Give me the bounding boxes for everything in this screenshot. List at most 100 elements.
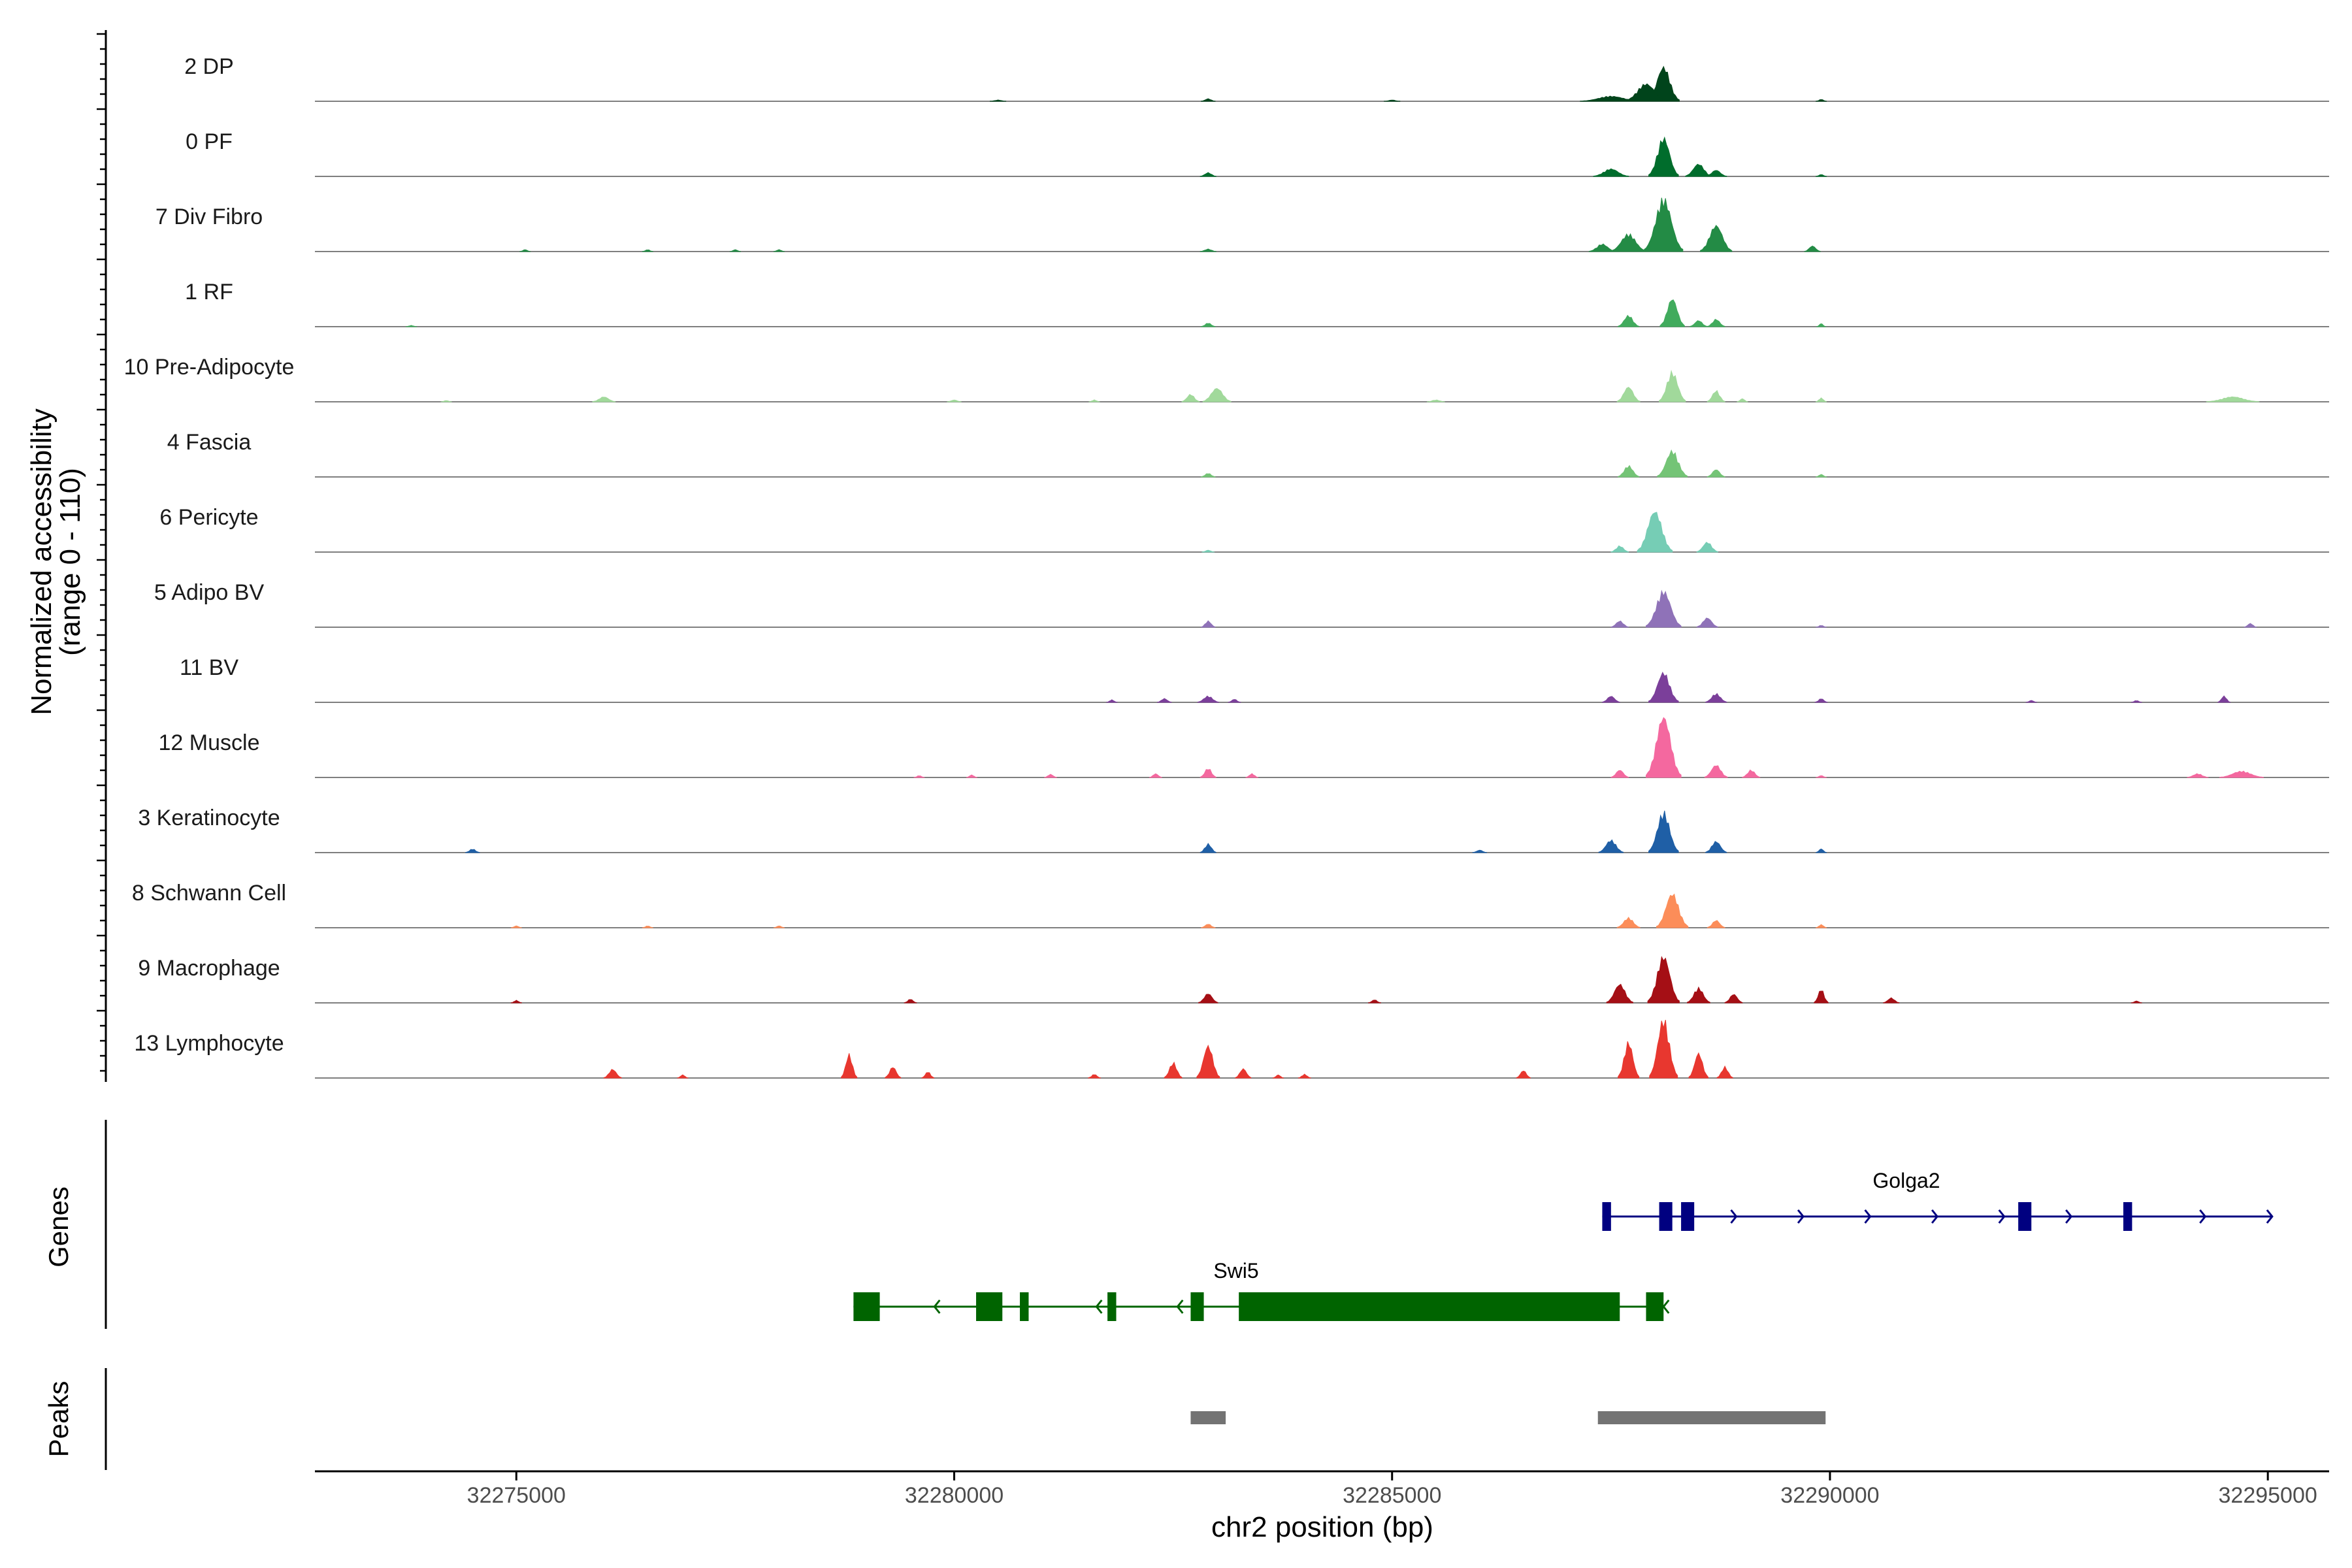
track: 4 Fascia [167, 430, 2329, 478]
coverage-peak [1198, 994, 1218, 1004]
track: 1 RF [185, 280, 2329, 327]
coverage-peak [510, 925, 522, 928]
coverage-peak [1088, 399, 1100, 402]
x-tick-label: 32275000 [467, 1483, 566, 1508]
coverage-peak [1704, 765, 1728, 778]
coverage-peak [1814, 990, 1829, 1004]
gene-exon [1602, 1202, 1611, 1231]
gene-exon [1190, 1292, 1204, 1321]
strand-arrow [1730, 1209, 1738, 1224]
gene-annotations: Golga2 Swi5 [853, 1169, 2274, 1321]
strand-arrow [1662, 1299, 1670, 1314]
track: 3 Keratinocyte [138, 806, 2329, 853]
coverage-peak [1707, 469, 1725, 478]
coverage-peak [1610, 770, 1629, 778]
track-label: 4 Fascia [167, 430, 252, 455]
coverage-peak [1624, 83, 1668, 102]
track: 11 BV [180, 655, 2329, 703]
coverage-tracks: 2 DP 0 PF 7 Div Fibro 1 RF 10 Pre-Adipocyte 4… [124, 54, 2329, 1079]
coverage-y-axis-ticks [97, 33, 106, 1072]
track: 5 Adipo BV [154, 580, 2329, 628]
coverage-peak [1814, 698, 1828, 703]
coverage-peak [2219, 770, 2264, 778]
coverage-peak [1201, 98, 1216, 102]
coverage-peak [1610, 620, 1629, 628]
strand-arrow [1176, 1299, 1184, 1314]
peaks-panel-title: Peaks [43, 1381, 74, 1458]
track-label: 7 Div Fibro [155, 204, 263, 229]
coverage-peak [1598, 839, 1624, 853]
coverage-peak [1705, 693, 1727, 703]
coverage-peak [1687, 986, 1710, 1004]
gene-exon [2123, 1202, 2132, 1231]
coverage-peak [1696, 542, 1718, 553]
peak-region-bar [1190, 1411, 1226, 1424]
coverage-peak [904, 999, 917, 1004]
track: 10 Pre-Adipocyte [124, 355, 2329, 402]
coverage-peak [921, 1072, 935, 1079]
coverage-peak [947, 399, 962, 402]
x-tick-label: 32295000 [2219, 1483, 2317, 1508]
coverage-peak [1149, 773, 1162, 778]
coverage-peak [1644, 197, 1684, 252]
coverage-peak [1201, 473, 1216, 478]
coverage-peak [2131, 700, 2142, 703]
coverage-peak [519, 249, 531, 252]
coverage-peak [1610, 545, 1629, 553]
coverage-peak [1696, 617, 1718, 628]
coverage-peak [440, 400, 452, 402]
coverage-peak [2131, 1000, 2142, 1004]
gene-exon [853, 1292, 880, 1321]
coverage-peak [1202, 387, 1232, 402]
coverage-peak [1816, 174, 1827, 177]
coverage-peak [2244, 623, 2257, 628]
coverage-peak [1197, 695, 1219, 703]
coverage-peak [1659, 299, 1685, 327]
coverage-peak [1106, 699, 1118, 703]
strand-arrow [1797, 1209, 1805, 1224]
peak-region-bar [1597, 1411, 1826, 1424]
track: 0 PF [186, 129, 2329, 177]
coverage-peak [1647, 956, 1680, 1004]
coverage-peak [1088, 1074, 1101, 1079]
coverage-peak [1201, 323, 1216, 327]
coverage-peak [1656, 893, 1689, 928]
peak-regions [1190, 1411, 1826, 1424]
coverage-peak [2217, 695, 2230, 703]
track-label: 8 Schwann Cell [132, 881, 286, 906]
coverage-peak [1196, 1044, 1220, 1079]
coverage-peak [1201, 620, 1216, 628]
track: 7 Div Fibro [155, 197, 2329, 252]
coverage-peak [1816, 848, 1827, 853]
coverage-peak [1384, 99, 1401, 102]
coverage-peak [1616, 387, 1641, 402]
gene-model: Swi5 [853, 1259, 1670, 1321]
coverage-peak [1816, 625, 1827, 628]
gene-exon [1020, 1292, 1029, 1321]
coverage-peak [1690, 320, 1708, 327]
coverage-peak [1181, 394, 1200, 402]
coverage-peak [1272, 1074, 1284, 1079]
x-tick-label: 32285000 [1343, 1483, 1441, 1508]
coverage-peak [1724, 994, 1743, 1004]
coverage-peak [1200, 769, 1217, 778]
coverage-peak [1737, 398, 1748, 402]
strand-arrow [1095, 1299, 1103, 1314]
coverage-peak [1593, 168, 1629, 177]
coverage-peak [642, 249, 653, 252]
coverage-ylabel-line2: (range 0 - 110) [54, 468, 86, 656]
track: 12 Muscle [159, 717, 2329, 778]
gene-exon [1107, 1292, 1117, 1321]
coverage-peak [642, 925, 653, 928]
coverage-peak [1618, 1041, 1640, 1079]
coverage-peak [510, 1000, 522, 1004]
track: 6 Pericyte [159, 505, 2329, 553]
x-tick-label: 32290000 [1780, 1483, 1879, 1508]
gene-exon [1646, 1292, 1664, 1321]
track-label: 12 Muscle [159, 730, 260, 755]
coverage-peak [465, 849, 480, 853]
coverage-peak [592, 397, 616, 402]
coverage-peak [1688, 1052, 1709, 1079]
coverage-peak [1648, 136, 1679, 177]
